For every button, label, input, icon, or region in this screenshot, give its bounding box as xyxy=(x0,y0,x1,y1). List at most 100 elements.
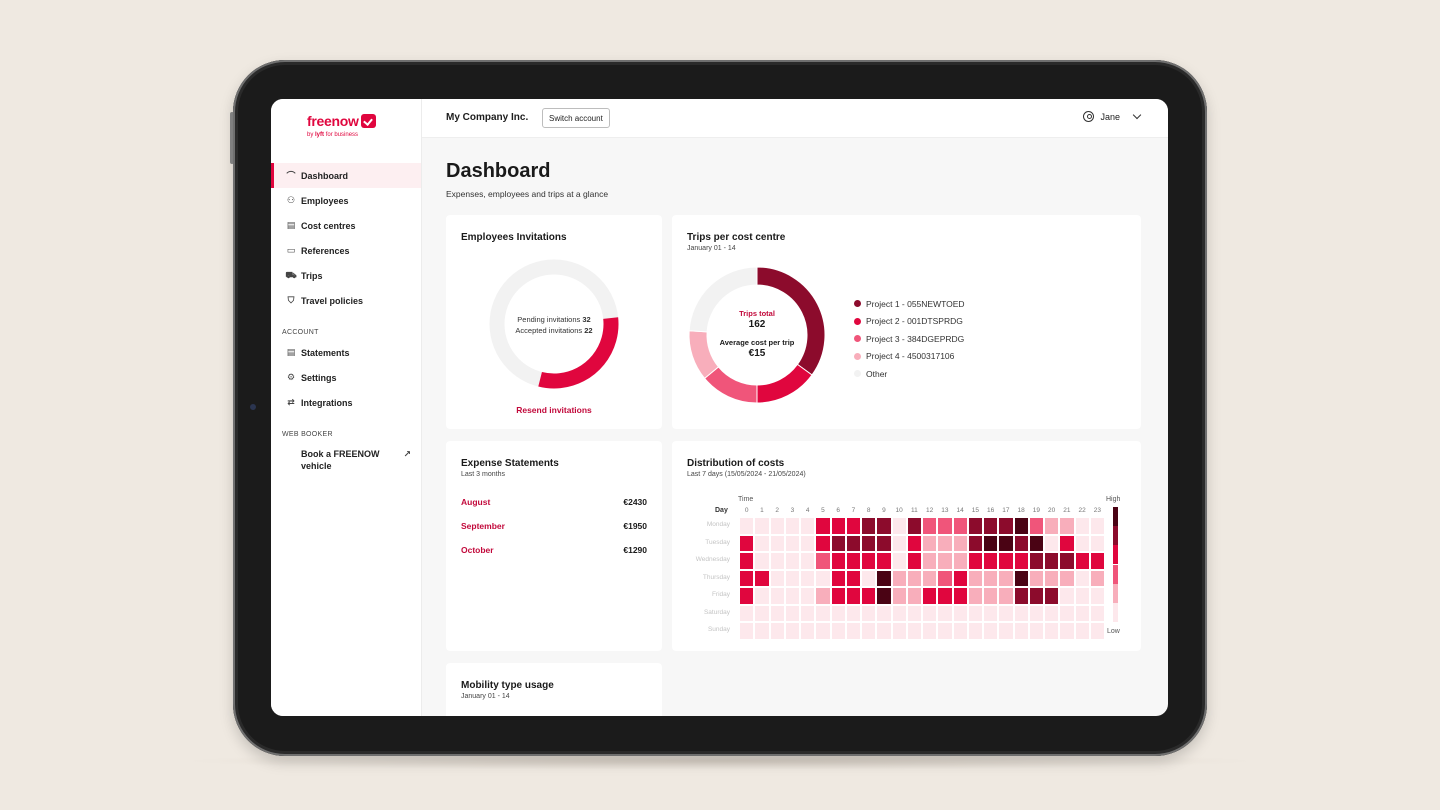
heatmap-cell[interactable] xyxy=(998,622,1014,640)
heatmap-cell[interactable] xyxy=(876,604,892,622)
heatmap-cell[interactable] xyxy=(830,622,846,640)
heatmap-cell[interactable] xyxy=(952,517,968,535)
heatmap-cell[interactable] xyxy=(754,517,770,535)
heatmap-cell[interactable] xyxy=(800,622,816,640)
heatmap-cell[interactable] xyxy=(1044,534,1060,552)
heatmap-cell[interactable] xyxy=(739,569,755,587)
heatmap-cell[interactable] xyxy=(922,604,938,622)
heatmap-cell[interactable] xyxy=(800,604,816,622)
heatmap-cell[interactable] xyxy=(769,569,785,587)
heatmap-cell[interactable] xyxy=(1028,622,1044,640)
heatmap-cell[interactable] xyxy=(891,552,907,570)
heatmap-cell[interactable] xyxy=(937,534,953,552)
heatmap-cell[interactable] xyxy=(891,534,907,552)
heatmap-cell[interactable] xyxy=(876,552,892,570)
heatmap-cell[interactable] xyxy=(1013,622,1029,640)
heatmap-cell[interactable] xyxy=(967,604,983,622)
sidebar-item-travel-policies[interactable]: ⛉ Travel policies xyxy=(271,288,421,313)
heatmap-cell[interactable] xyxy=(1089,569,1105,587)
heatmap-cell[interactable] xyxy=(769,604,785,622)
heatmap-cell[interactable] xyxy=(830,569,846,587)
heatmap-cell[interactable] xyxy=(1059,587,1075,605)
heatmap-cell[interactable] xyxy=(784,517,800,535)
statement-row[interactable]: August €2430 xyxy=(461,497,647,511)
heatmap-cell[interactable] xyxy=(1013,534,1029,552)
heatmap-cell[interactable] xyxy=(1089,517,1105,535)
heatmap-cell[interactable] xyxy=(983,569,999,587)
heatmap-cell[interactable] xyxy=(998,569,1014,587)
heatmap-cell[interactable] xyxy=(769,552,785,570)
heatmap-cell[interactable] xyxy=(815,552,831,570)
heatmap-cell[interactable] xyxy=(1044,517,1060,535)
heatmap-cell[interactable] xyxy=(983,604,999,622)
heatmap-cell[interactable] xyxy=(937,622,953,640)
heatmap-cell[interactable] xyxy=(922,622,938,640)
heatmap-cell[interactable] xyxy=(1044,552,1060,570)
heatmap-cell[interactable] xyxy=(739,587,755,605)
heatmap-cell[interactable] xyxy=(739,552,755,570)
sidebar-item-trips[interactable]: ⛟ Trips xyxy=(271,263,421,288)
heatmap-cell[interactable] xyxy=(845,517,861,535)
switch-account-button[interactable]: Switch account xyxy=(542,108,610,128)
heatmap-cell[interactable] xyxy=(967,569,983,587)
heatmap-cell[interactable] xyxy=(1028,604,1044,622)
heatmap-cell[interactable] xyxy=(906,622,922,640)
heatmap-cell[interactable] xyxy=(861,587,877,605)
statement-month-link[interactable]: August xyxy=(461,497,491,507)
heatmap-cell[interactable] xyxy=(967,552,983,570)
heatmap-cell[interactable] xyxy=(891,622,907,640)
heatmap-cell[interactable] xyxy=(861,552,877,570)
heatmap-cell[interactable] xyxy=(769,587,785,605)
heatmap-cell[interactable] xyxy=(754,587,770,605)
heatmap-cell[interactable] xyxy=(861,622,877,640)
user-menu[interactable]: Jane xyxy=(1083,110,1142,122)
heatmap-cell[interactable] xyxy=(739,622,755,640)
heatmap-cell[interactable] xyxy=(861,604,877,622)
heatmap-cell[interactable] xyxy=(1074,534,1090,552)
heatmap-cell[interactable] xyxy=(998,604,1014,622)
heatmap-cell[interactable] xyxy=(937,587,953,605)
heatmap-cell[interactable] xyxy=(1013,587,1029,605)
sidebar-item-settings[interactable]: ⚙ Settings xyxy=(271,365,421,390)
sidebar-item-references[interactable]: ▭ References xyxy=(271,238,421,263)
heatmap-cell[interactable] xyxy=(845,622,861,640)
heatmap-cell[interactable] xyxy=(861,569,877,587)
heatmap-cell[interactable] xyxy=(830,587,846,605)
heatmap-cell[interactable] xyxy=(800,534,816,552)
heatmap-cell[interactable] xyxy=(1089,534,1105,552)
trips-donut-segment[interactable] xyxy=(688,266,758,333)
heatmap-cell[interactable] xyxy=(861,534,877,552)
heatmap-cell[interactable] xyxy=(1028,569,1044,587)
heatmap-cell[interactable] xyxy=(891,569,907,587)
heatmap-cell[interactable] xyxy=(1044,622,1060,640)
heatmap-cell[interactable] xyxy=(1013,604,1029,622)
heatmap-cell[interactable] xyxy=(967,587,983,605)
heatmap-cell[interactable] xyxy=(739,604,755,622)
heatmap-cell[interactable] xyxy=(830,517,846,535)
heatmap-cell[interactable] xyxy=(784,569,800,587)
heatmap-cell[interactable] xyxy=(845,569,861,587)
heatmap-cell[interactable] xyxy=(906,569,922,587)
heatmap-cell[interactable] xyxy=(800,587,816,605)
heatmap-cell[interactable] xyxy=(876,534,892,552)
heatmap-cell[interactable] xyxy=(952,534,968,552)
heatmap-cell[interactable] xyxy=(967,622,983,640)
heatmap-cell[interactable] xyxy=(922,587,938,605)
heatmap-cell[interactable] xyxy=(769,622,785,640)
heatmap-cell[interactable] xyxy=(952,604,968,622)
heatmap-cell[interactable] xyxy=(800,552,816,570)
heatmap-cell[interactable] xyxy=(922,517,938,535)
heatmap-cell[interactable] xyxy=(1013,569,1029,587)
heatmap-cell[interactable] xyxy=(937,552,953,570)
heatmap-cell[interactable] xyxy=(845,552,861,570)
heatmap-cell[interactable] xyxy=(998,587,1014,605)
statement-month-link[interactable]: September xyxy=(461,521,505,531)
heatmap-cell[interactable] xyxy=(891,604,907,622)
heatmap-cell[interactable] xyxy=(891,587,907,605)
heatmap-cell[interactable] xyxy=(983,517,999,535)
heatmap-cell[interactable] xyxy=(1013,517,1029,535)
heatmap-cell[interactable] xyxy=(1044,569,1060,587)
trips-donut-segment[interactable] xyxy=(756,363,813,404)
heatmap-cell[interactable] xyxy=(784,622,800,640)
